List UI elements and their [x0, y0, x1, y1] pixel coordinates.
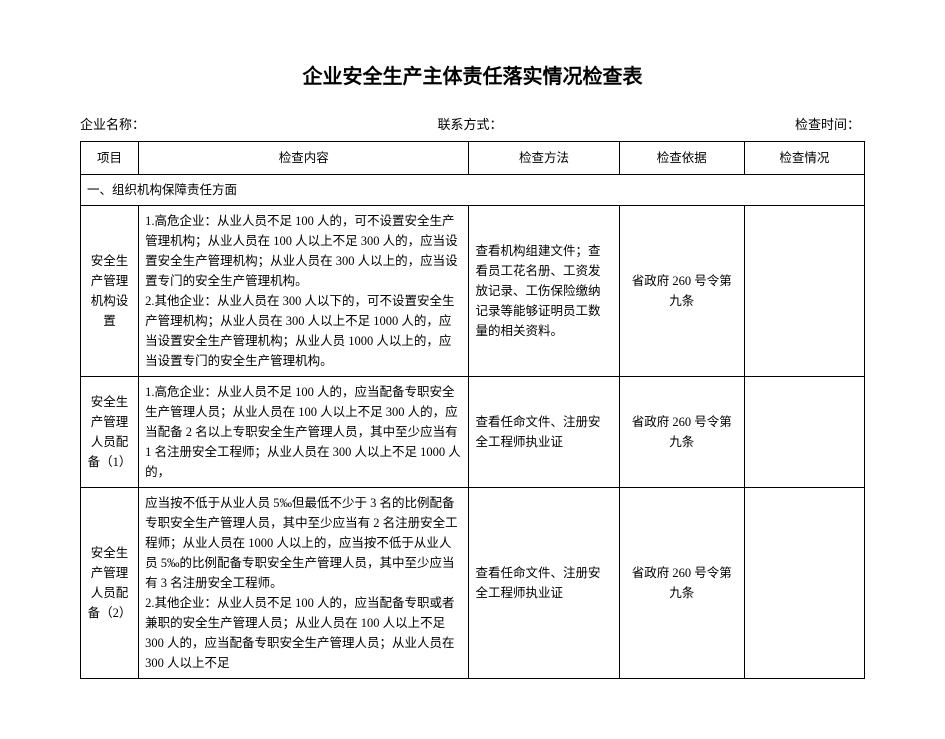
section-row-1: 一、组织机构保障责任方面	[81, 175, 865, 206]
cell-project: 安全生产管理机构设置	[81, 206, 139, 377]
col-header-project: 项目	[81, 142, 139, 175]
table-header-row: 项目 检查内容 检查方法 检查依据 检查情况	[81, 142, 865, 175]
col-header-method: 检查方法	[469, 142, 619, 175]
cell-project: 安全生产管理人员配备（1）	[81, 377, 139, 488]
cell-method: 查看任命文件、注册安全工程师执业证	[469, 488, 619, 679]
col-header-basis: 检查依据	[619, 142, 744, 175]
col-header-status: 检查情况	[744, 142, 864, 175]
cell-project: 安全生产管理人员配备（2）	[81, 488, 139, 679]
cell-status	[744, 377, 864, 488]
cell-status	[744, 206, 864, 377]
cell-method: 查看机构组建文件；查看员工花名册、工资发放记录、工伤保险缴纳记录等能够证明员工数…	[469, 206, 619, 377]
time-label: 检查时间：	[795, 114, 860, 133]
table-row: 安全生产管理人员配备（1） 1.高危企业：从业人员不足 100 人的，应当配备专…	[81, 377, 865, 488]
info-row: 企业名称： 联系方式： 检查时间：	[80, 114, 865, 133]
cell-basis: 省政府 260 号令第九条	[619, 206, 744, 377]
company-label: 企业名称：	[80, 114, 145, 133]
col-header-content: 检查内容	[139, 142, 469, 175]
page-title: 企业安全生产主体责任落实情况检查表	[80, 60, 865, 89]
cell-method: 查看任命文件、注册安全工程师执业证	[469, 377, 619, 488]
cell-content: 1.高危企业：从业人员不足 100 人的，可不设置安全生产管理机构；从业人员在 …	[139, 206, 469, 377]
cell-content: 应当按不低于从业人员 5‰但最低不少于 3 名的比例配备专职安全生产管理人员，其…	[139, 488, 469, 679]
cell-basis: 省政府 260 号令第九条	[619, 488, 744, 679]
cell-status	[744, 488, 864, 679]
table-row: 安全生产管理人员配备（2） 应当按不低于从业人员 5‰但最低不少于 3 名的比例…	[81, 488, 865, 679]
section-title-1: 一、组织机构保障责任方面	[81, 175, 865, 206]
contact-label: 联系方式：	[437, 114, 502, 133]
inspection-table: 项目 检查内容 检查方法 检查依据 检查情况 一、组织机构保障责任方面 安全生产…	[80, 141, 865, 679]
cell-content: 1.高危企业：从业人员不足 100 人的，应当配备专职安全生产管理人员；从业人员…	[139, 377, 469, 488]
table-row: 安全生产管理机构设置 1.高危企业：从业人员不足 100 人的，可不设置安全生产…	[81, 206, 865, 377]
cell-basis: 省政府 260 号令第九条	[619, 377, 744, 488]
